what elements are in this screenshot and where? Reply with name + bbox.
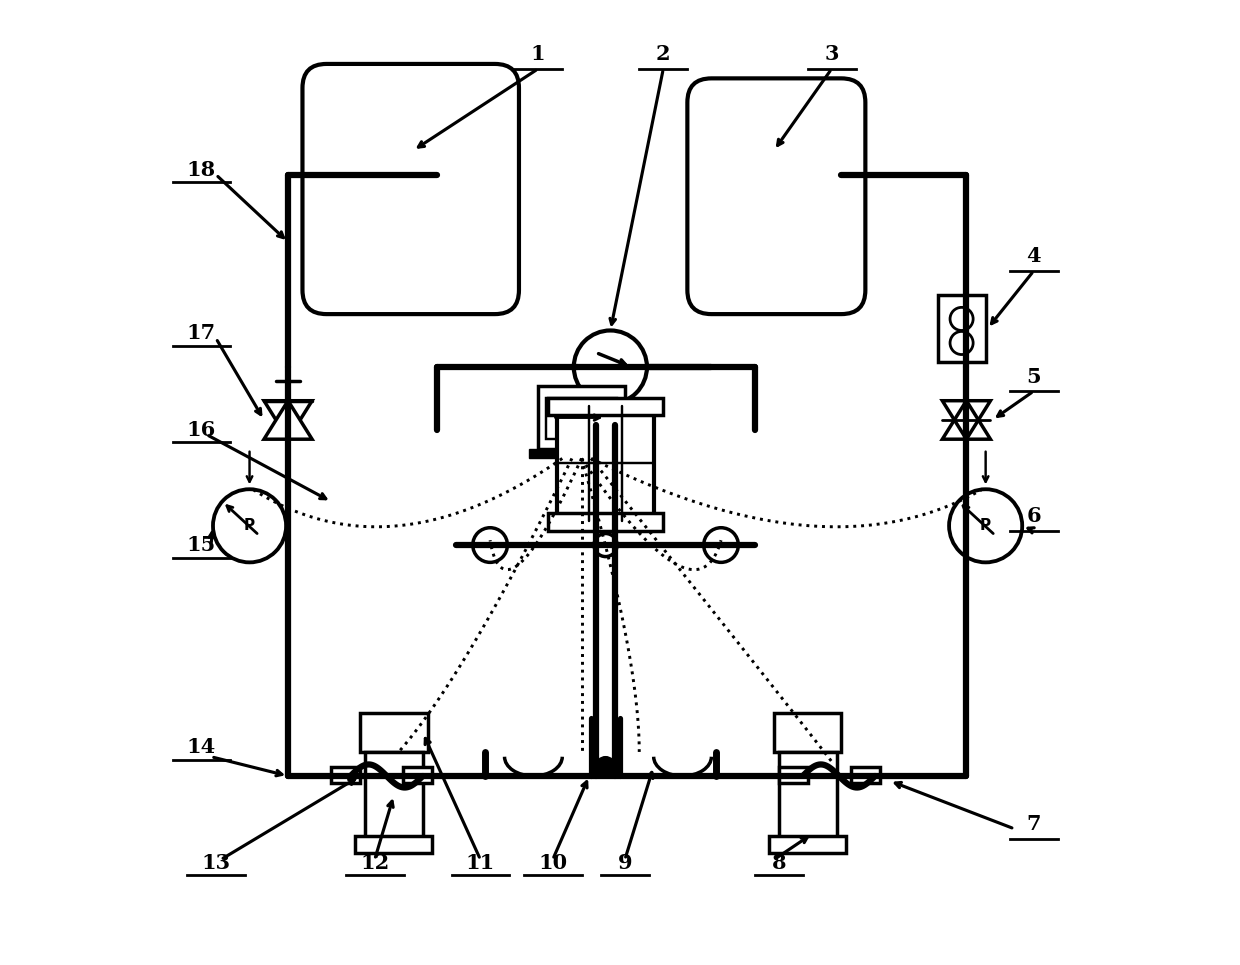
Text: 7: 7 (1027, 814, 1042, 834)
Circle shape (594, 534, 618, 557)
Polygon shape (264, 400, 312, 439)
Text: 18: 18 (187, 160, 216, 179)
Circle shape (472, 528, 507, 563)
Text: 17: 17 (187, 323, 216, 344)
Circle shape (949, 489, 1022, 563)
FancyBboxPatch shape (303, 64, 520, 315)
Bar (779, 767, 807, 783)
Text: 11: 11 (466, 853, 495, 872)
Polygon shape (264, 400, 312, 439)
Bar (365, 752, 423, 839)
Circle shape (596, 758, 614, 775)
Bar (548, 398, 663, 415)
Circle shape (950, 331, 973, 354)
Bar (546, 398, 618, 439)
Circle shape (574, 330, 647, 403)
Text: 4: 4 (1027, 246, 1042, 266)
Bar (548, 513, 663, 531)
Bar (779, 752, 837, 839)
Text: 8: 8 (771, 853, 786, 872)
Bar (774, 713, 841, 752)
Text: P: P (244, 518, 255, 534)
Text: 12: 12 (360, 853, 389, 872)
Bar (937, 295, 986, 362)
Bar (360, 713, 428, 752)
Circle shape (950, 308, 973, 330)
Bar (331, 767, 360, 783)
Bar (403, 767, 433, 783)
Text: 10: 10 (538, 853, 567, 872)
Text: 15: 15 (187, 535, 216, 555)
Text: 5: 5 (1027, 367, 1042, 387)
Circle shape (213, 489, 286, 563)
Text: 14: 14 (187, 737, 216, 758)
Bar (769, 836, 846, 853)
Bar (558, 405, 653, 521)
Text: 13: 13 (201, 853, 231, 872)
Text: 1: 1 (531, 44, 546, 65)
Bar (538, 386, 625, 449)
Bar (356, 836, 433, 853)
Bar (851, 767, 880, 783)
FancyBboxPatch shape (687, 78, 866, 315)
Text: P: P (980, 518, 991, 534)
Text: 6: 6 (1027, 507, 1042, 526)
Polygon shape (528, 449, 635, 458)
Text: 9: 9 (618, 853, 632, 872)
Text: 16: 16 (187, 420, 216, 440)
Text: 3: 3 (825, 44, 839, 65)
Text: 2: 2 (656, 44, 671, 65)
Circle shape (704, 528, 738, 563)
